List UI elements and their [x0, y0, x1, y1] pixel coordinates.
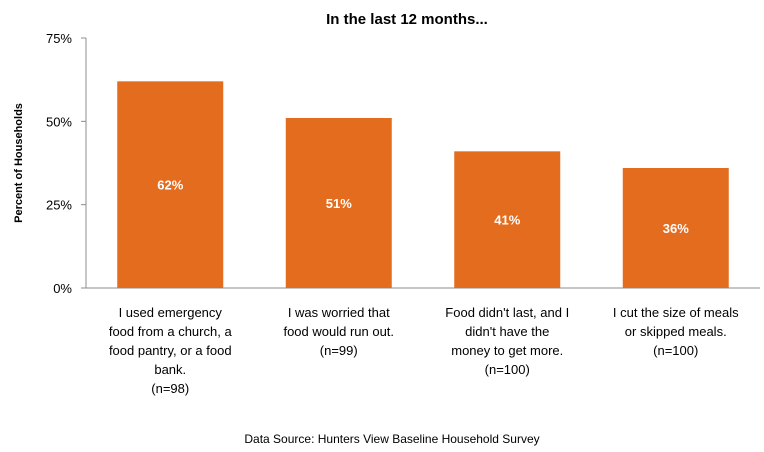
category-labels: I used emergency food from a church, a foo… [109, 305, 739, 396]
bar-value-label: 62% [157, 178, 183, 193]
x-category-label-line: food would run out. [283, 324, 394, 339]
x-category-label-line: or skipped meals. [625, 324, 727, 339]
y-axis-title: Percent of Households [13, 103, 25, 223]
x-category-label-line: (n=100) [485, 362, 530, 377]
y-tick-label: 25% [46, 198, 72, 213]
x-category-label-line: (n=99) [320, 343, 358, 358]
x-category-label-line: Food didn't last, and I [445, 305, 569, 320]
x-category-label: Food didn't last, and I didn't have the mo… [445, 305, 569, 377]
x-category-label-line: (n=100) [653, 343, 698, 358]
bars-group: 62% 51% 41% 36% [117, 81, 729, 288]
x-category-label-line: food pantry, or a food [109, 343, 232, 358]
y-tick-label: 0% [53, 281, 72, 296]
x-category-label-line: (n=98) [151, 381, 189, 396]
x-category-label-line: bank. [154, 362, 186, 377]
x-category-label-line: I was worried that [288, 305, 390, 320]
bar [117, 81, 224, 288]
x-category-label: I was worried that food would run out. (n=… [283, 305, 394, 358]
chart-title: In the last 12 months... [326, 11, 488, 28]
bar-value-label: 36% [663, 221, 689, 236]
source-note: Data Source: Hunters View Baseline House… [244, 432, 539, 446]
x-category-label-line: didn't have the [465, 324, 549, 339]
x-category-label-line: food from a church, a [109, 324, 233, 339]
x-category-label: I used emergency food from a church, a foo… [109, 305, 233, 396]
bar [454, 151, 561, 288]
x-category-label-line: I cut the size of meals [613, 305, 739, 320]
x-category-label: I cut the size of meals or skipped meals.… [613, 305, 739, 358]
bar [285, 118, 392, 288]
x-category-label-line: money to get more. [451, 343, 563, 358]
y-axis-ticks: 0% 25% 50% 75% [46, 31, 86, 296]
y-tick-label: 75% [46, 31, 72, 46]
bar-value-label: 41% [494, 213, 520, 228]
x-category-label-line: I used emergency [119, 305, 223, 320]
bar-value-label: 51% [326, 196, 352, 211]
y-tick-label: 50% [46, 114, 72, 129]
bar [622, 168, 729, 288]
